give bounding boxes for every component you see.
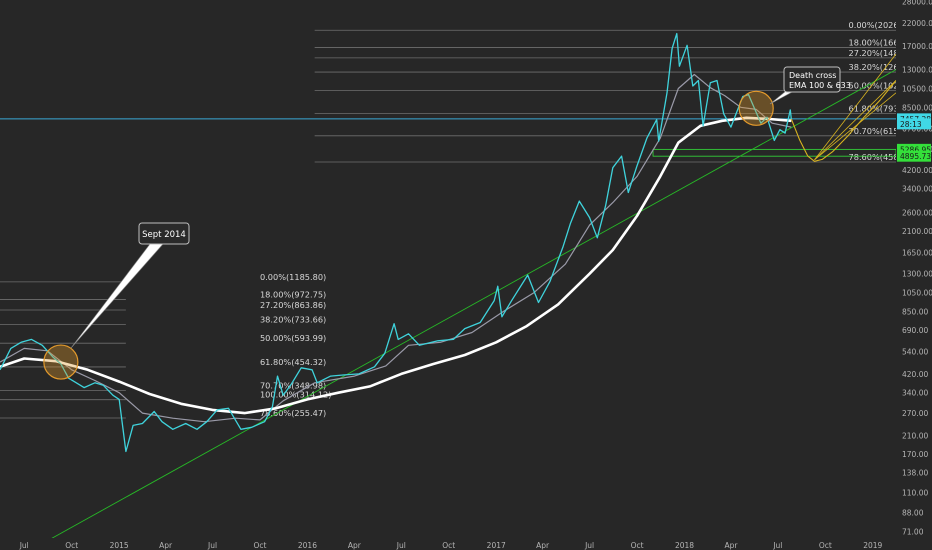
price-badge (897, 143, 931, 155)
price-axis[interactable]: 71.00 88.00 110.00 138.00 170.00 210.00 270.00… (896, 0, 932, 550)
callout-annotations: Sept 2014 Death cross EMA 100 & 633 (70, 66, 851, 349)
price-tick-label: 210.00 (902, 431, 928, 440)
long-term-trendline (47, 69, 897, 542)
callout-label-sept-2014: Sept 2014 (142, 230, 186, 240)
price-tick-label: 2100.00 (902, 227, 932, 236)
price-badge (897, 150, 931, 162)
time-tick-label: Oct (65, 541, 78, 550)
fib-level-label: 27.20%(14836.04) (849, 48, 926, 58)
time-tick-label: Jul (396, 541, 406, 550)
callout-box-sept-2014[interactable] (138, 222, 190, 245)
fibonacci-retracements: 0.00%(1185.80) 18.00%(972.75)27.20%(863.8… (0, 20, 926, 419)
price-tick-label: 1050.00 (902, 289, 932, 298)
time-tick-label: 2015 (110, 541, 129, 550)
price-tick-label: 3400.00 (902, 185, 932, 194)
time-tick-label: Apr (348, 541, 362, 550)
price-tick-label: 2600.00 (902, 208, 932, 217)
fib-level-label: 38.20%(12641.79) (849, 62, 926, 72)
fib-level-label: 61.80%(7934.14) (849, 103, 920, 113)
price-tick-label: 13000.00 (902, 66, 932, 75)
projection-series-line (790, 80, 897, 162)
callout-label-ema: EMA 100 & 633 (789, 81, 851, 90)
time-tick-label: Oct (819, 541, 832, 550)
callout-label-death-cross: Death cross (789, 71, 836, 80)
price-tick-label: 138.00 (902, 469, 928, 478)
price-tick-label: 1300.00 (902, 270, 932, 279)
fib-level-label: 18.00%(972.75) (260, 289, 326, 299)
time-tick-label: 2016 (298, 541, 317, 550)
fib-level-label: 0.00%(1185.80) (260, 272, 326, 282)
price-tick-label: 4200.00 (902, 166, 932, 175)
price-tick-label: 17000.00 (902, 42, 932, 51)
highlight-circles (43, 90, 774, 380)
time-tick-label: Apr (159, 541, 173, 550)
ema-fast-series-line (0, 73, 792, 423)
time-tick-label: 2019 (863, 541, 882, 550)
price-tick-label: 88.00 (902, 508, 924, 517)
price-axis-background (896, 0, 932, 550)
time-tick-label: Oct (631, 541, 644, 550)
fib-level-label: 18.00%(16671.23) (849, 38, 926, 48)
projection-channel-line (814, 53, 897, 161)
price-badge-label: 5286.95 (900, 145, 931, 154)
projection-channel-line (814, 80, 897, 161)
price-badge-label: 28:13 (900, 120, 922, 129)
fib-level-label: 0.00%(20261.81) (849, 20, 920, 30)
ema-slow-series-line (0, 116, 792, 415)
fib-level-label: 27.20%(863.86) (260, 300, 326, 310)
price-badge (897, 118, 931, 130)
price-tick-label: 110.00 (902, 489, 928, 498)
fib-level-label: 38.20%(733.66) (260, 314, 326, 324)
time-tick-label: Oct (253, 541, 266, 550)
projection-channel-line (814, 92, 897, 161)
price-tick-label: 270.00 (902, 409, 928, 418)
price-tick-label: 8500.00 (902, 103, 932, 112)
price-tick-label: 10500.00 (902, 85, 932, 94)
time-tick-label: Jul (19, 541, 29, 550)
price-tick-label: 850.00 (902, 307, 928, 316)
price-series-line (0, 32, 792, 453)
callout-box-death-cross[interactable] (783, 66, 841, 93)
price-tick-label: 1650.00 (902, 249, 932, 258)
time-tick-label: Apr (724, 541, 738, 550)
highlight-circle (43, 344, 79, 380)
price-tick-label: 690.00 (902, 326, 928, 335)
price-tick-label: 540.00 (902, 348, 928, 357)
price-tick-label: 71.00 (902, 528, 924, 537)
price-tick-label: 170.00 (902, 450, 928, 459)
time-tick-label: 2018 (675, 541, 694, 550)
highlight-circle (738, 90, 774, 126)
time-axis-background (0, 538, 896, 550)
fib-level-label: 78.60%(4582.93) (849, 152, 920, 162)
price-tick-label: 340.00 (902, 389, 928, 398)
price-badge-label: 4895.73 (900, 152, 931, 161)
time-tick-label: Jul (584, 541, 594, 550)
time-tick-label: Oct (442, 541, 455, 550)
price-tick-label: 420.00 (902, 370, 928, 379)
fib-level-label: 70.70%(348.98) (260, 380, 326, 390)
fib-level-label: 100.00%(314.12) (260, 390, 331, 400)
time-tick-label: Jul (207, 541, 217, 550)
time-axis[interactable]: Jul Oct 2015 Apr Jul Oct 2016 Apr Jul Oct 2017 Apr J… (0, 538, 896, 550)
time-tick-label: Apr (536, 541, 550, 550)
price-tick-label: 22000.00 (902, 19, 932, 28)
time-tick-label: Jul (772, 541, 782, 550)
time-tick-label: 2017 (487, 541, 506, 550)
price-tick-label: 28000.00 (902, 0, 932, 7)
series-group (0, 32, 897, 453)
fib-level-label: 78.60%(255.47) (260, 408, 326, 418)
fib-level-label: 61.80%(454.32) (260, 357, 326, 367)
fib-level-label: 50.00%(10287.97) (849, 80, 926, 90)
fib-level-label: 50.00%(593.99) (260, 333, 326, 343)
fib-level-label: 70.70%(6158.79) (849, 126, 920, 136)
